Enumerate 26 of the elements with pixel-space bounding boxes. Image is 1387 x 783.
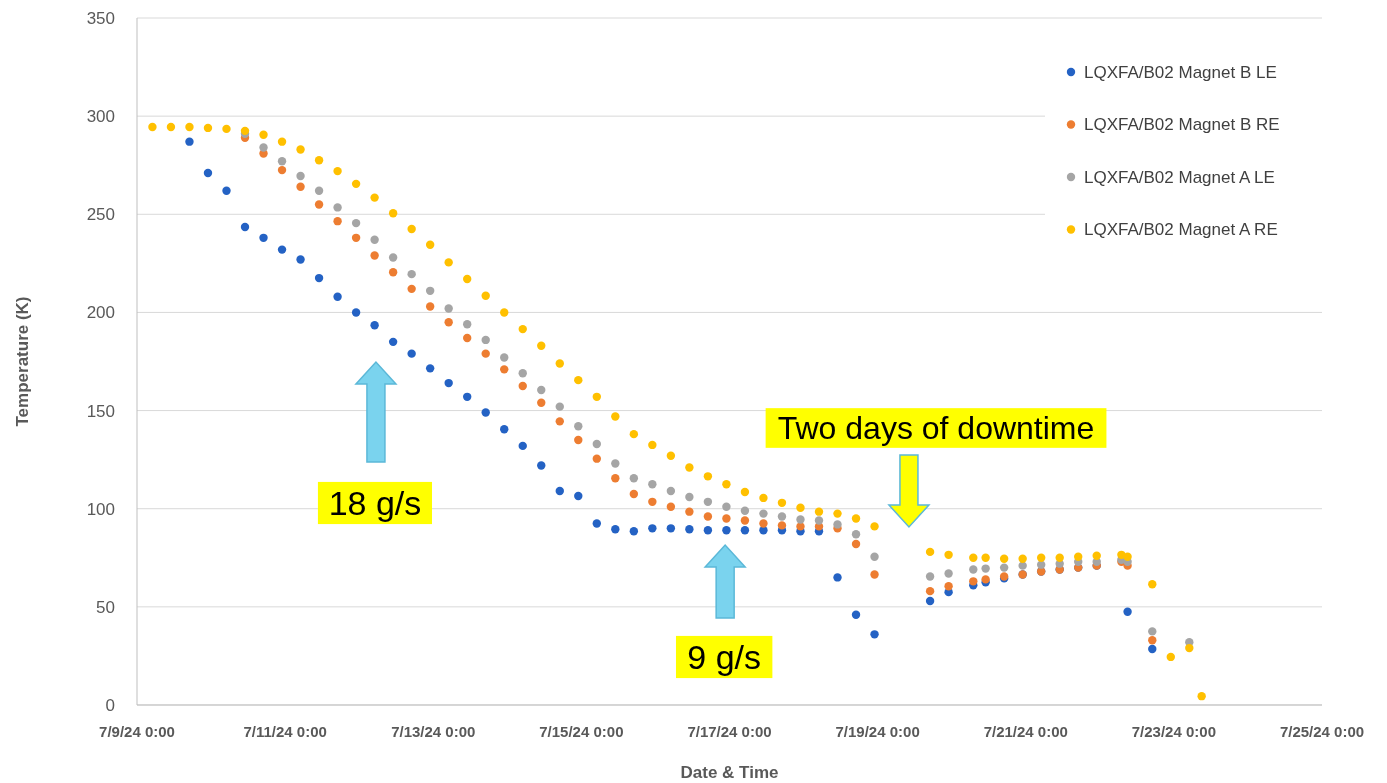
y-tick-label: 200: [86, 303, 115, 323]
legend-label: LQXFA/B02 Magnet B RE: [1084, 115, 1280, 135]
x-tick-label: 7/21/24 0:00: [983, 723, 1068, 740]
y-tick-label: 100: [86, 499, 115, 519]
x-tick-label: 7/9/24 0:00: [99, 723, 175, 740]
y-tick-label: 0: [105, 695, 115, 715]
x-tick-label: 7/15/24 0:00: [539, 723, 624, 740]
x-tick-label: 7/19/24 0:00: [835, 723, 920, 740]
legend-label: LQXFA/B02 Magnet B LE: [1084, 62, 1277, 82]
y-tick-label: 350: [86, 8, 115, 28]
x-tick-label: 7/23/24 0:00: [1131, 723, 1216, 740]
legend-label: LQXFA/B02 Magnet A LE: [1084, 167, 1275, 187]
annotation: Two days of downtime: [777, 410, 1095, 447]
y-tick-label: 300: [86, 107, 115, 127]
y-tick-label: 150: [86, 401, 115, 421]
x-tick-label: 7/25/24 0:00: [1279, 723, 1365, 740]
annotation: 18 g/s: [328, 483, 422, 522]
y-tick-label: 250: [86, 205, 115, 225]
x-tick-label: 7/11/24 0:00: [243, 723, 327, 740]
y-axis-title: Temperature (K): [13, 296, 32, 427]
legend-label: LQXFA/B02 Magnet A RE: [1084, 220, 1278, 240]
annotation: 9 g/s: [687, 637, 762, 676]
x-axis-title: Date & Time: [680, 763, 779, 782]
x-tick-label: 7/17/24 0:00: [687, 723, 772, 740]
x-tick-label: 7/13/24 0:00: [391, 723, 476, 740]
y-tick-label: 50: [96, 597, 115, 617]
